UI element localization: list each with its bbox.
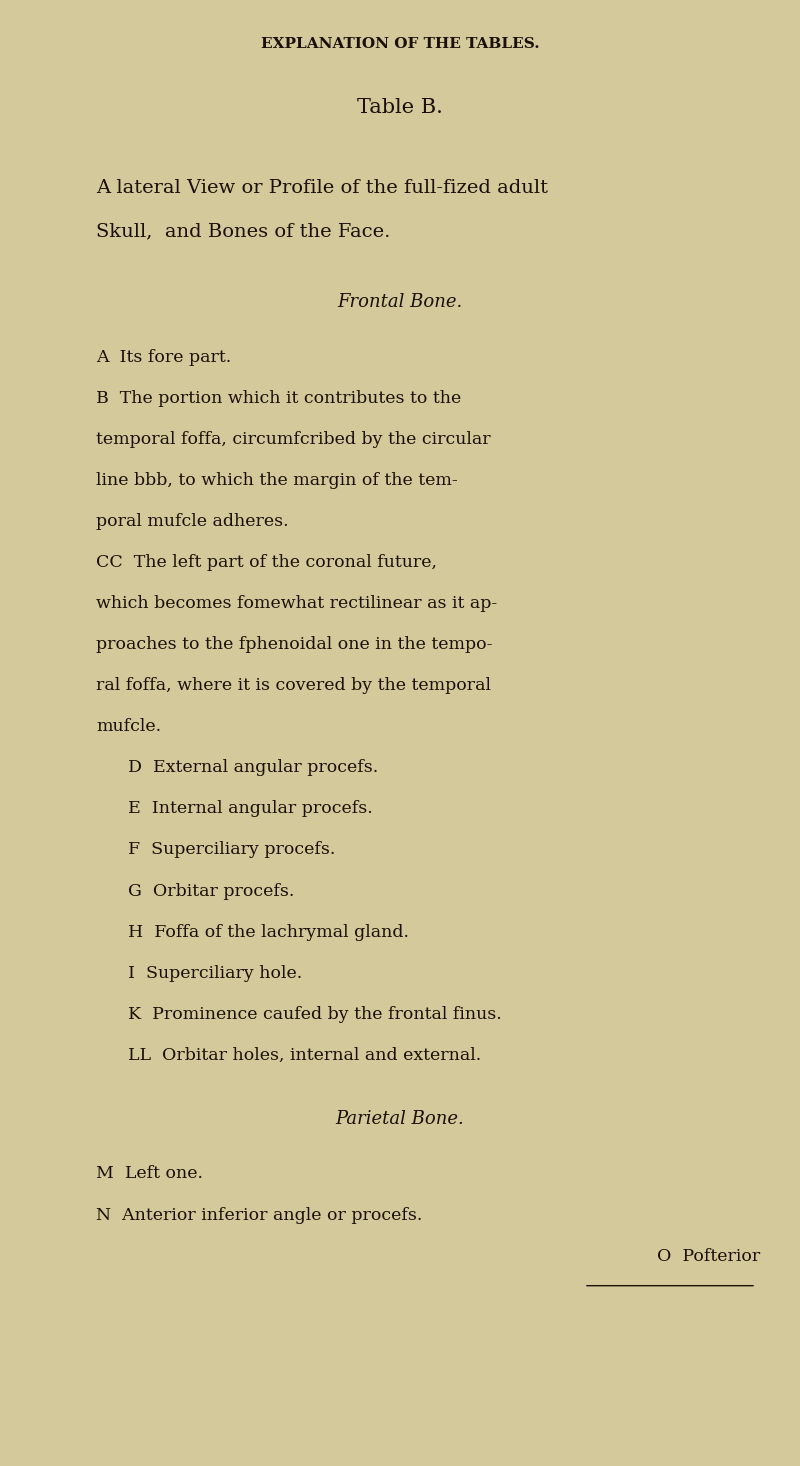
Text: A lateral View or Profile of the full-fized adult: A lateral View or Profile of the full-fi…	[96, 179, 548, 196]
Text: CC  The left part of the coronal future,: CC The left part of the coronal future,	[96, 554, 437, 572]
Text: Frontal Bone.: Frontal Bone.	[338, 293, 462, 311]
Text: E  Internal angular procefs.: E Internal angular procefs.	[128, 800, 373, 818]
Text: Table B.: Table B.	[357, 98, 443, 117]
Text: H  Foffa of the lachrymal gland.: H Foffa of the lachrymal gland.	[128, 924, 409, 941]
Text: B  The portion which it contributes to the: B The portion which it contributes to th…	[96, 390, 462, 408]
Text: N  Anterior inferior angle or procefs.: N Anterior inferior angle or procefs.	[96, 1207, 422, 1224]
Text: K  Prominence caufed by the frontal finus.: K Prominence caufed by the frontal finus…	[128, 1006, 502, 1023]
Text: G  Orbitar procefs.: G Orbitar procefs.	[128, 883, 294, 900]
Text: D  External angular procefs.: D External angular procefs.	[128, 759, 378, 777]
Text: line bbb, to which the margin of the tem-: line bbb, to which the margin of the tem…	[96, 472, 458, 490]
Text: A  Its fore part.: A Its fore part.	[96, 349, 231, 366]
Text: LL  Orbitar holes, internal and external.: LL Orbitar holes, internal and external.	[128, 1047, 482, 1064]
Text: ral foffa, where it is covered by the temporal: ral foffa, where it is covered by the te…	[96, 677, 491, 695]
Text: temporal foffa, circumfcribed by the circular: temporal foffa, circumfcribed by the cir…	[96, 431, 490, 449]
Text: O  Pofterior: O Pofterior	[657, 1248, 760, 1265]
Text: Skull,  and Bones of the Face.: Skull, and Bones of the Face.	[96, 223, 390, 240]
Text: poral mufcle adheres.: poral mufcle adheres.	[96, 513, 289, 531]
Text: M  Left one.: M Left one.	[96, 1165, 203, 1183]
Text: proaches to the fphenoidal one in the tempo-: proaches to the fphenoidal one in the te…	[96, 636, 493, 654]
Text: F  Superciliary procefs.: F Superciliary procefs.	[128, 841, 335, 859]
Text: I  Superciliary hole.: I Superciliary hole.	[128, 965, 302, 982]
Text: mufcle.: mufcle.	[96, 718, 161, 736]
Text: Parietal Bone.: Parietal Bone.	[336, 1110, 464, 1127]
Text: EXPLANATION OF THE TABLES.: EXPLANATION OF THE TABLES.	[261, 37, 539, 51]
Text: which becomes fomewhat rectilinear as it ap-: which becomes fomewhat rectilinear as it…	[96, 595, 498, 613]
